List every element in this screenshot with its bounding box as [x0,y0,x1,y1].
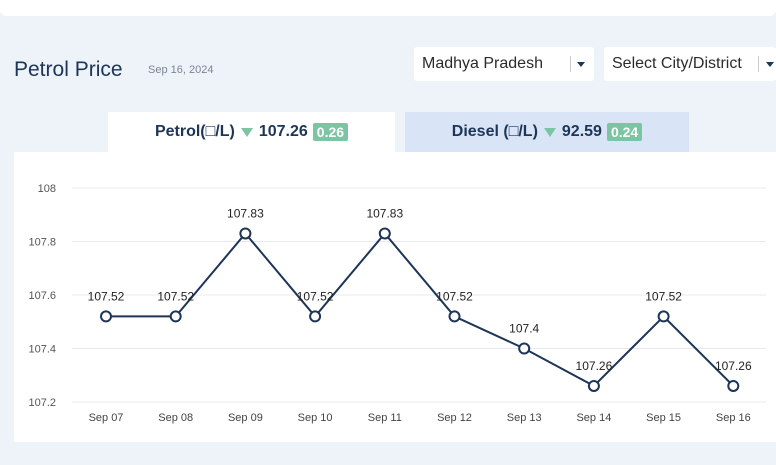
data-point [518,342,531,355]
data-point [100,310,112,323]
data-point [587,379,600,392]
data-label: 107.4 [509,322,539,336]
tab-diesel-change-badge: 0.24 [606,123,643,141]
data-point [239,227,252,240]
price-down-icon [240,127,253,137]
y-tick-label: 107.8 [28,237,56,249]
y-tick-label: 108 [38,183,56,195]
x-tick-label: Sep 09 [228,412,263,424]
x-tick-label: Sep 14 [576,412,611,424]
price-date: Sep 16, 2024 [148,64,214,76]
data-label: 107.83 [366,206,403,220]
tab-diesel-price: 92.59 [561,123,602,140]
state-select[interactable]: Madhya Pradesh [414,47,594,81]
tab-petrol[interactable]: Petrol(□/L) 107.26 0.26 [108,112,395,152]
city-select[interactable]: Select City/District [604,47,776,81]
page-title: Petrol Price [14,58,123,81]
chart-card: 107.2 107.4 107.6 107.8 108 Sep 07 Sep 08 Sep 0… [14,152,776,442]
data-label: 107.26 [576,359,613,373]
x-tick-label: Sep 12 [437,412,472,424]
tab-petrol-change-badge: 0.26 [312,123,349,141]
tab-petrol-label: Petrol(□/L) [154,123,235,140]
data-label: 107.83 [227,206,264,220]
data-point [657,310,670,323]
x-tick-label: Sep 11 [368,412,402,424]
tab-petrol-price: 107.26 [258,123,308,140]
y-tick-label: 107.6 [28,290,56,302]
x-tick-label: Sep 08 [158,412,193,424]
data-point [378,227,391,240]
price-down-icon [543,127,556,137]
select-divider [570,56,571,72]
data-label: 107.52 [157,289,194,303]
data-point [169,310,182,323]
select-divider [758,56,759,72]
x-tick-label: Sep 15 [646,412,681,424]
x-tick-label: Sep 16 [716,412,751,424]
x-tick-label: Sep 10 [298,412,333,424]
tab-diesel-label: Diesel (□/L) [451,123,538,140]
data-label: 107.52 [297,289,334,303]
data-label: 107.52 [436,289,473,303]
y-tick-label: 107.2 [28,397,56,409]
city-select-value: Select City/District [612,55,742,72]
chevron-down-icon [766,62,774,67]
y-tick-label: 107.4 [28,344,56,356]
series-line [106,231,735,388]
chevron-down-icon [577,62,585,67]
price-line-chart: 107.2 107.4 107.6 107.8 108 Sep 07 Sep 08 Sep 0… [28,183,766,424]
x-tick-label: Sep 13 [507,412,542,424]
tab-diesel[interactable]: Diesel (□/L) 92.59 0.24 [405,112,689,152]
x-tick-label: Sep 07 [89,412,124,424]
top-strip [0,0,776,16]
data-point [309,310,322,323]
data-point [727,379,740,392]
data-point [448,310,461,323]
state-select-value: Madhya Pradesh [422,55,543,72]
data-label: 107.52 [88,289,125,303]
data-label: 107.52 [645,289,682,303]
data-label: 107.26 [715,359,752,373]
